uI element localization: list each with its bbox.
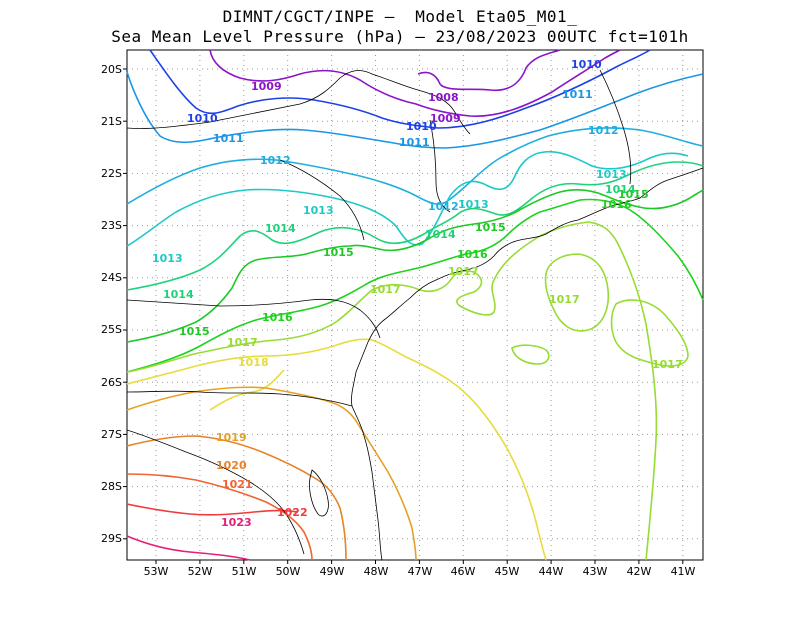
title-line-2: Sea Mean Level Pressure (hPa) – 23/08/20… bbox=[111, 27, 689, 46]
label-1011-c: 1011 bbox=[562, 88, 593, 101]
label-1009-b: 1009 bbox=[430, 112, 461, 125]
isobar-1010 bbox=[149, 49, 651, 129]
label-1010-c: 1010 bbox=[571, 58, 602, 71]
label-1014-a: 1014 bbox=[265, 222, 296, 235]
label-1010-b: 1010 bbox=[406, 120, 437, 133]
lon-tick: 50W bbox=[276, 565, 301, 578]
label-1018: 1018 bbox=[238, 356, 269, 369]
lon-tick: 52W bbox=[188, 565, 213, 578]
lat-tick: 25S bbox=[101, 323, 122, 336]
lon-tick: 46W bbox=[451, 565, 476, 578]
isobar-1016 bbox=[126, 198, 704, 373]
lat-tick: 23S bbox=[101, 219, 122, 232]
isobar-1020 bbox=[126, 435, 347, 561]
lon-tick: 51W bbox=[232, 565, 257, 578]
border-state-3 bbox=[126, 390, 353, 407]
lat-tick: 20S bbox=[101, 63, 122, 76]
lon-tick: 43W bbox=[583, 565, 608, 578]
lat-tick: 22S bbox=[101, 167, 122, 180]
lon-tick: 45W bbox=[495, 565, 520, 578]
label-1021: 1021 bbox=[222, 478, 253, 491]
label-1017-d: 1017 bbox=[549, 293, 580, 306]
isobar-1017-loop-a bbox=[544, 253, 610, 332]
border-state-5 bbox=[599, 69, 632, 185]
label-1013-b: 1013 bbox=[152, 252, 183, 265]
lat-axis: 20S 21S 22S 23S 24S 25S 26S 27S 28S 29S bbox=[101, 63, 122, 545]
lat-tick: 28S bbox=[101, 480, 122, 493]
coastline-atlantic bbox=[351, 167, 704, 561]
border-state-4 bbox=[429, 119, 451, 213]
label-1011-b: 1011 bbox=[399, 136, 430, 149]
label-1008: 1008 bbox=[428, 91, 459, 104]
label-1017-a: 1017 bbox=[227, 336, 258, 349]
isobar-1015 bbox=[126, 189, 704, 343]
label-1012-a: 1012 bbox=[260, 154, 291, 167]
label-1014-c: 1014 bbox=[425, 228, 456, 241]
isobar-1017-loop-b bbox=[511, 344, 550, 365]
isobar-1009 bbox=[209, 49, 621, 117]
label-1015-d: 1015 bbox=[618, 188, 649, 201]
lat-tick: 21S bbox=[101, 115, 122, 128]
isobar-1011 bbox=[126, 71, 704, 149]
label-1017-c: 1017 bbox=[448, 265, 479, 278]
lat-tick: 26S bbox=[101, 376, 122, 389]
lat-tick: 24S bbox=[101, 271, 122, 284]
isobar-1022 bbox=[126, 503, 299, 516]
label-1009-a: 1009 bbox=[251, 80, 282, 93]
contour-labels: 1009 1008 1009 1010 1010 1010 1011 1011 … bbox=[152, 58, 683, 529]
label-1011-a: 1011 bbox=[213, 132, 244, 145]
isobar-1013 bbox=[126, 150, 689, 247]
border-north bbox=[126, 70, 471, 135]
title-line-1: DIMNT/CGCT/INPE – Model Eta05_M01_ bbox=[222, 7, 578, 26]
label-1015-b: 1015 bbox=[179, 325, 210, 338]
label-1019: 1019 bbox=[216, 431, 247, 444]
isobar-1017-loop-c bbox=[610, 299, 689, 367]
lon-tick: 41W bbox=[671, 565, 696, 578]
label-1016-b: 1016 bbox=[457, 248, 488, 261]
label-1023: 1023 bbox=[221, 516, 252, 529]
lon-tick: 48W bbox=[364, 565, 389, 578]
label-1016-c: 1016 bbox=[601, 198, 632, 211]
lat-tick: 29S bbox=[101, 532, 122, 545]
lon-tick: 42W bbox=[627, 565, 652, 578]
label-1013-d: 1013 bbox=[596, 168, 627, 181]
border-state-2 bbox=[126, 298, 381, 339]
label-1022: 1022 bbox=[277, 506, 308, 519]
lon-tick: 49W bbox=[320, 565, 345, 578]
lat-tick: 27S bbox=[101, 428, 122, 441]
label-1015-a: 1015 bbox=[323, 246, 354, 259]
isobar-1018 bbox=[126, 338, 547, 561]
isobar-1017-main bbox=[126, 221, 658, 561]
isobar-1012 bbox=[126, 127, 704, 205]
lon-tick: 44W bbox=[539, 565, 564, 578]
lon-tick: 53W bbox=[144, 565, 169, 578]
coastlines bbox=[126, 69, 704, 561]
label-1014-b: 1014 bbox=[163, 288, 194, 301]
label-1017-b: 1017 bbox=[370, 283, 401, 296]
label-1010-a: 1010 bbox=[187, 112, 218, 125]
lon-tick: 47W bbox=[408, 565, 433, 578]
isobar-1023 bbox=[126, 535, 251, 561]
label-1012-c: 1012 bbox=[588, 124, 619, 137]
label-1014-d: 1014 bbox=[605, 183, 636, 196]
label-1017-e: 1017 bbox=[652, 358, 683, 371]
label-1012-b: 1012 bbox=[428, 200, 459, 213]
lagoon bbox=[309, 469, 329, 517]
label-1020: 1020 bbox=[216, 459, 247, 472]
label-1013-c: 1013 bbox=[458, 198, 489, 211]
isobar-1008 bbox=[417, 49, 561, 92]
label-1016-a: 1016 bbox=[262, 311, 293, 324]
label-1015-c: 1015 bbox=[475, 221, 506, 234]
isobar-1021 bbox=[126, 473, 313, 561]
isobars bbox=[126, 49, 704, 561]
label-1013-a: 1013 bbox=[303, 204, 334, 217]
isobar-1018-spur bbox=[209, 369, 285, 411]
lon-axis: 53W 52W 51W 50W 49W 48W 47W 46W 45W 44W … bbox=[144, 565, 696, 578]
isobar-1014 bbox=[126, 161, 704, 291]
border-state-1 bbox=[279, 159, 365, 241]
border-country bbox=[126, 429, 305, 555]
